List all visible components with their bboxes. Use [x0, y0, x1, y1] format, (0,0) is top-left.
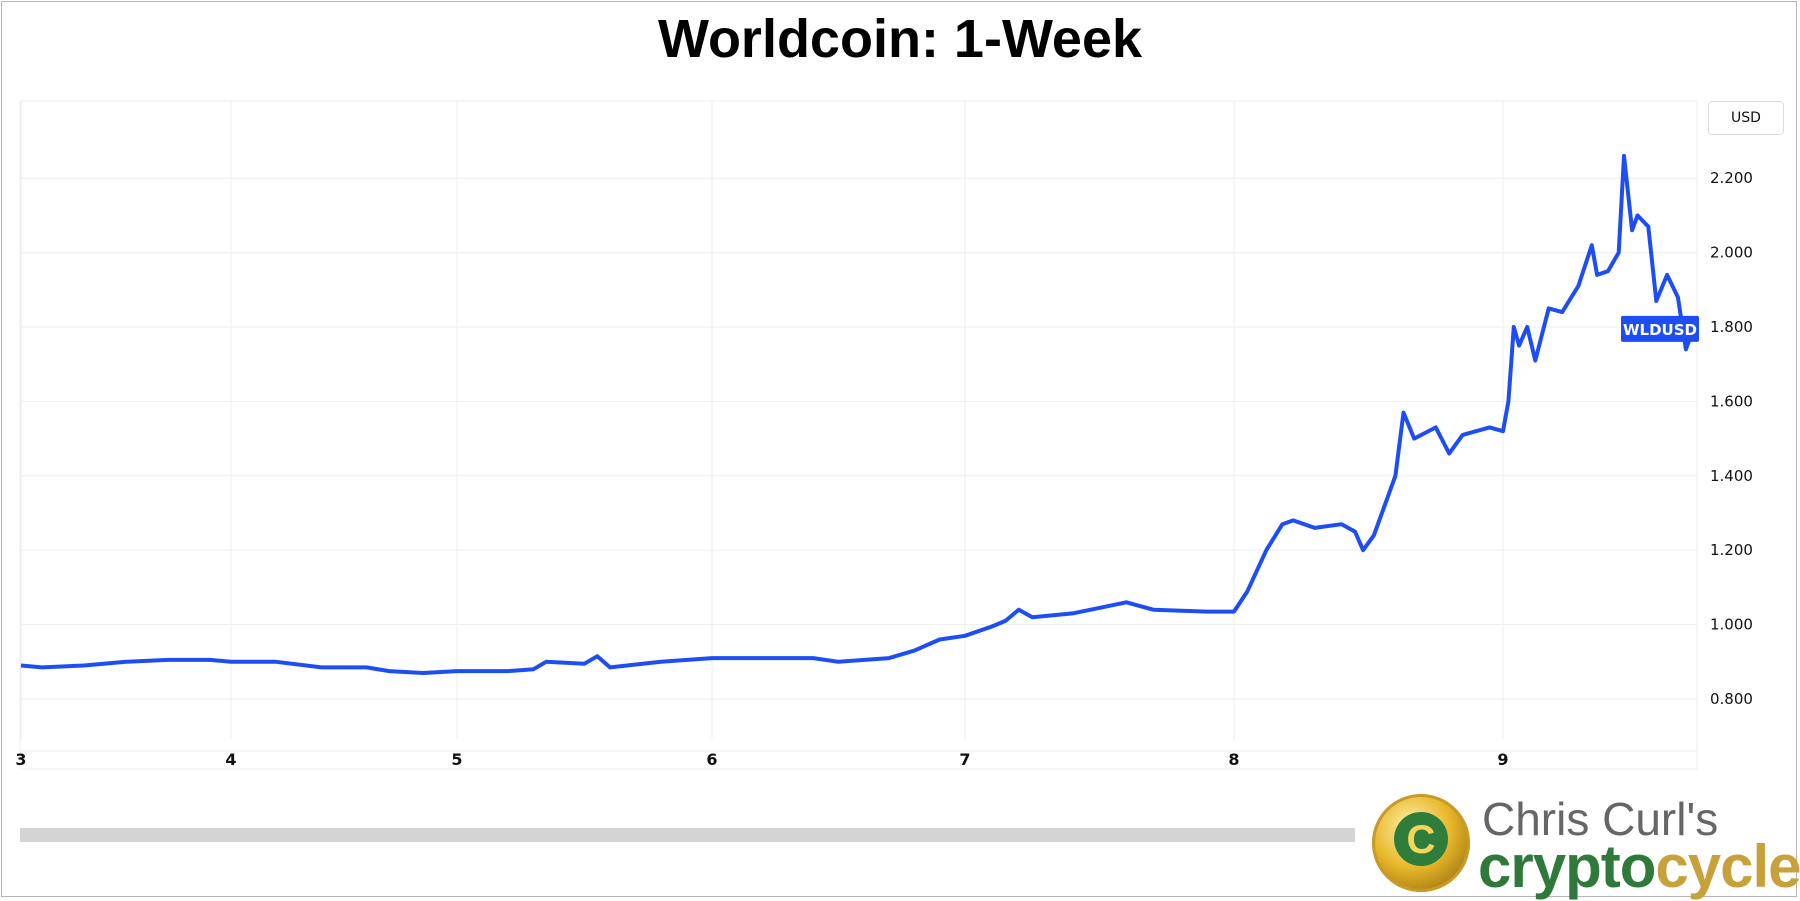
- y-tick-label: 2.200: [1710, 169, 1753, 187]
- y-tick-label: 1.200: [1710, 541, 1753, 559]
- logo-word-crypto: crypto: [1478, 833, 1655, 900]
- x-tick-label: 3: [15, 750, 26, 769]
- time-scrollbar[interactable]: [20, 828, 1355, 842]
- cryptocycle-logo: C Chris Curl's cryptocycle: [1372, 790, 1792, 898]
- y-tick-label: 1.000: [1710, 616, 1753, 634]
- price-line: [21, 156, 1694, 673]
- coin-logo-icon: C: [1372, 794, 1470, 892]
- x-tick-label: 8: [1228, 750, 1239, 769]
- logo-line2: cryptocycle: [1478, 832, 1800, 901]
- y-tick-label: 1.600: [1710, 392, 1753, 410]
- x-tick-label: 7: [959, 750, 970, 769]
- y-tick-label: 1.800: [1710, 318, 1753, 336]
- x-tick-label: 9: [1497, 750, 1508, 769]
- y-tick-label: 2.000: [1710, 244, 1753, 262]
- plot-area: [20, 101, 1697, 769]
- y-tick-label: 0.800: [1710, 690, 1753, 708]
- last-price-label: WLDUSD: [1623, 321, 1697, 339]
- currency-button[interactable]: USD: [1708, 101, 1784, 135]
- x-tick-label: 6: [706, 750, 717, 769]
- x-tick-label: 5: [451, 750, 462, 769]
- logo-word-cycle: cycle: [1655, 833, 1800, 900]
- y-tick-label: 1.400: [1710, 467, 1753, 485]
- x-tick-label: 4: [225, 750, 236, 769]
